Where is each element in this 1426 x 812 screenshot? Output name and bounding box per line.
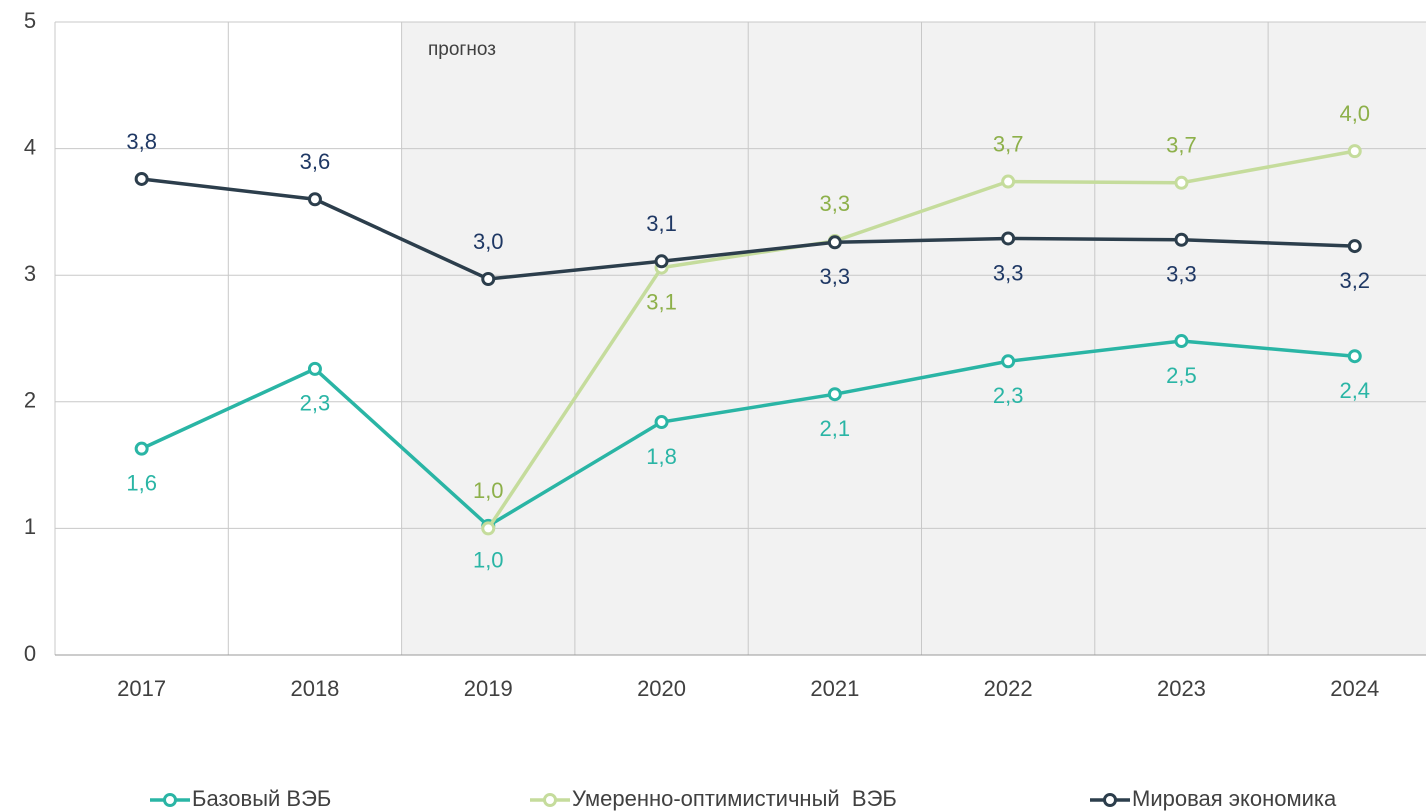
data-point (654, 415, 669, 430)
legend-label: Базовый ВЭБ (192, 786, 331, 811)
data-point (307, 361, 322, 376)
legend-item: Умеренно-оптимистичный ВЭБ (530, 786, 897, 811)
legend-item: Базовый ВЭБ (150, 786, 331, 811)
annotation: прогноз (428, 39, 496, 60)
data-point (1347, 239, 1362, 254)
data-point (481, 521, 496, 536)
data-point (654, 254, 669, 269)
data-label: 2,3 (300, 391, 331, 416)
data-point (134, 441, 149, 456)
series-line (140, 339, 1355, 529)
x-tick-label: 2018 (290, 676, 339, 701)
series-line (486, 149, 1356, 530)
data-point (1347, 144, 1362, 159)
legend-marker (543, 793, 557, 807)
data-point (134, 171, 149, 186)
data-point (827, 387, 842, 402)
data-point (1001, 174, 1016, 189)
data-label: 3,3 (820, 191, 851, 216)
legend-item: Мировая экономика (1090, 786, 1337, 811)
data-label: 2,3 (993, 383, 1024, 408)
data-label: 3,3 (993, 260, 1024, 285)
data-point (1001, 354, 1016, 369)
x-tick-label: 2023 (1157, 676, 1206, 701)
x-tick-label: 2017 (117, 676, 166, 701)
data-point (1347, 349, 1362, 364)
x-tick-label: 2019 (464, 676, 513, 701)
data-label: 3,8 (126, 129, 157, 154)
y-tick-label: 5 (24, 8, 36, 33)
x-tick-label: 2022 (984, 676, 1033, 701)
data-point (1174, 334, 1189, 349)
y-tick-label: 2 (24, 388, 36, 413)
x-tick-label: 2020 (637, 676, 686, 701)
x-tick-label: 2024 (1330, 676, 1379, 701)
data-label: 1,0 (473, 548, 504, 573)
data-label: 1,0 (473, 478, 504, 503)
data-label: 2,5 (1166, 363, 1197, 388)
data-point (307, 192, 322, 207)
data-label: 3,0 (473, 229, 504, 254)
data-label: 2,4 (1339, 378, 1370, 403)
data-point (481, 271, 496, 286)
data-label: 3,1 (646, 211, 677, 236)
data-label: 1,6 (126, 470, 157, 495)
data-label: 3,7 (1166, 133, 1197, 158)
data-label: 3,1 (646, 289, 677, 314)
y-tick-label: 4 (24, 134, 36, 159)
x-tick-label: 2021 (810, 676, 859, 701)
data-point (1174, 232, 1189, 247)
data-label: 3,3 (820, 264, 851, 289)
y-tick-label: 0 (24, 641, 36, 666)
forecast-region (402, 22, 1426, 655)
y-tick-label: 3 (24, 261, 36, 286)
data-label: 3,7 (993, 131, 1024, 156)
legend-marker (163, 793, 177, 807)
legend-label: Умеренно-оптимистичный ВЭБ (572, 786, 897, 811)
data-label: 2,1 (820, 416, 851, 441)
data-label: 1,8 (646, 444, 677, 469)
legend-marker (1103, 793, 1117, 807)
data-point (1174, 175, 1189, 190)
y-tick-label: 1 (24, 514, 36, 539)
data-label: 3,3 (1166, 262, 1197, 287)
data-label: 3,2 (1339, 268, 1370, 293)
series-line (141, 177, 1355, 281)
data-label: 3,6 (300, 149, 331, 174)
data-point (1001, 231, 1016, 246)
data-point (827, 235, 842, 250)
data-label: 4,0 (1339, 101, 1370, 126)
legend-label: Мировая экономика (1132, 786, 1337, 811)
